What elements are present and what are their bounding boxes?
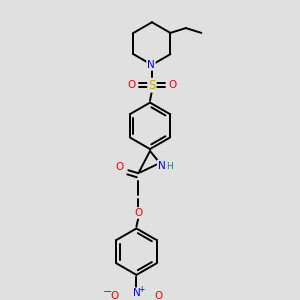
Text: N: N	[158, 160, 166, 170]
Text: H: H	[166, 162, 173, 171]
Text: −: −	[103, 287, 112, 297]
Text: O: O	[116, 163, 124, 172]
Text: O: O	[168, 80, 176, 90]
Text: O: O	[154, 291, 163, 300]
Text: O: O	[110, 291, 118, 300]
Text: N: N	[133, 288, 140, 298]
Text: S: S	[148, 79, 156, 92]
Text: O: O	[134, 208, 142, 218]
Text: O: O	[128, 80, 136, 90]
Text: +: +	[138, 285, 145, 294]
Text: N: N	[147, 60, 155, 70]
